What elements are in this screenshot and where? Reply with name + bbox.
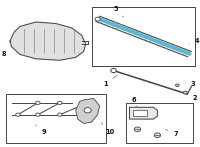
Circle shape xyxy=(36,101,40,105)
Circle shape xyxy=(36,113,40,116)
Text: 3: 3 xyxy=(185,81,196,87)
Circle shape xyxy=(84,108,91,113)
Text: 6: 6 xyxy=(131,97,137,107)
Polygon shape xyxy=(130,107,157,119)
Text: 8: 8 xyxy=(2,46,10,57)
Text: 1: 1 xyxy=(103,75,117,87)
Circle shape xyxy=(16,113,20,116)
Text: 5: 5 xyxy=(113,6,124,17)
Text: 10: 10 xyxy=(101,123,114,135)
Text: 7: 7 xyxy=(165,129,178,137)
Circle shape xyxy=(111,69,116,73)
Text: 9: 9 xyxy=(36,125,46,135)
Circle shape xyxy=(58,113,62,116)
Bar xyxy=(126,103,193,143)
Circle shape xyxy=(134,127,141,132)
Circle shape xyxy=(154,133,161,138)
Text: 2: 2 xyxy=(187,94,198,101)
Polygon shape xyxy=(76,98,100,123)
Text: 4: 4 xyxy=(189,38,200,44)
Circle shape xyxy=(176,84,179,87)
Bar xyxy=(6,94,106,143)
Circle shape xyxy=(95,17,100,21)
Polygon shape xyxy=(10,22,86,60)
Circle shape xyxy=(183,91,187,94)
Circle shape xyxy=(58,101,62,105)
Bar xyxy=(133,110,147,116)
Bar xyxy=(92,7,195,66)
